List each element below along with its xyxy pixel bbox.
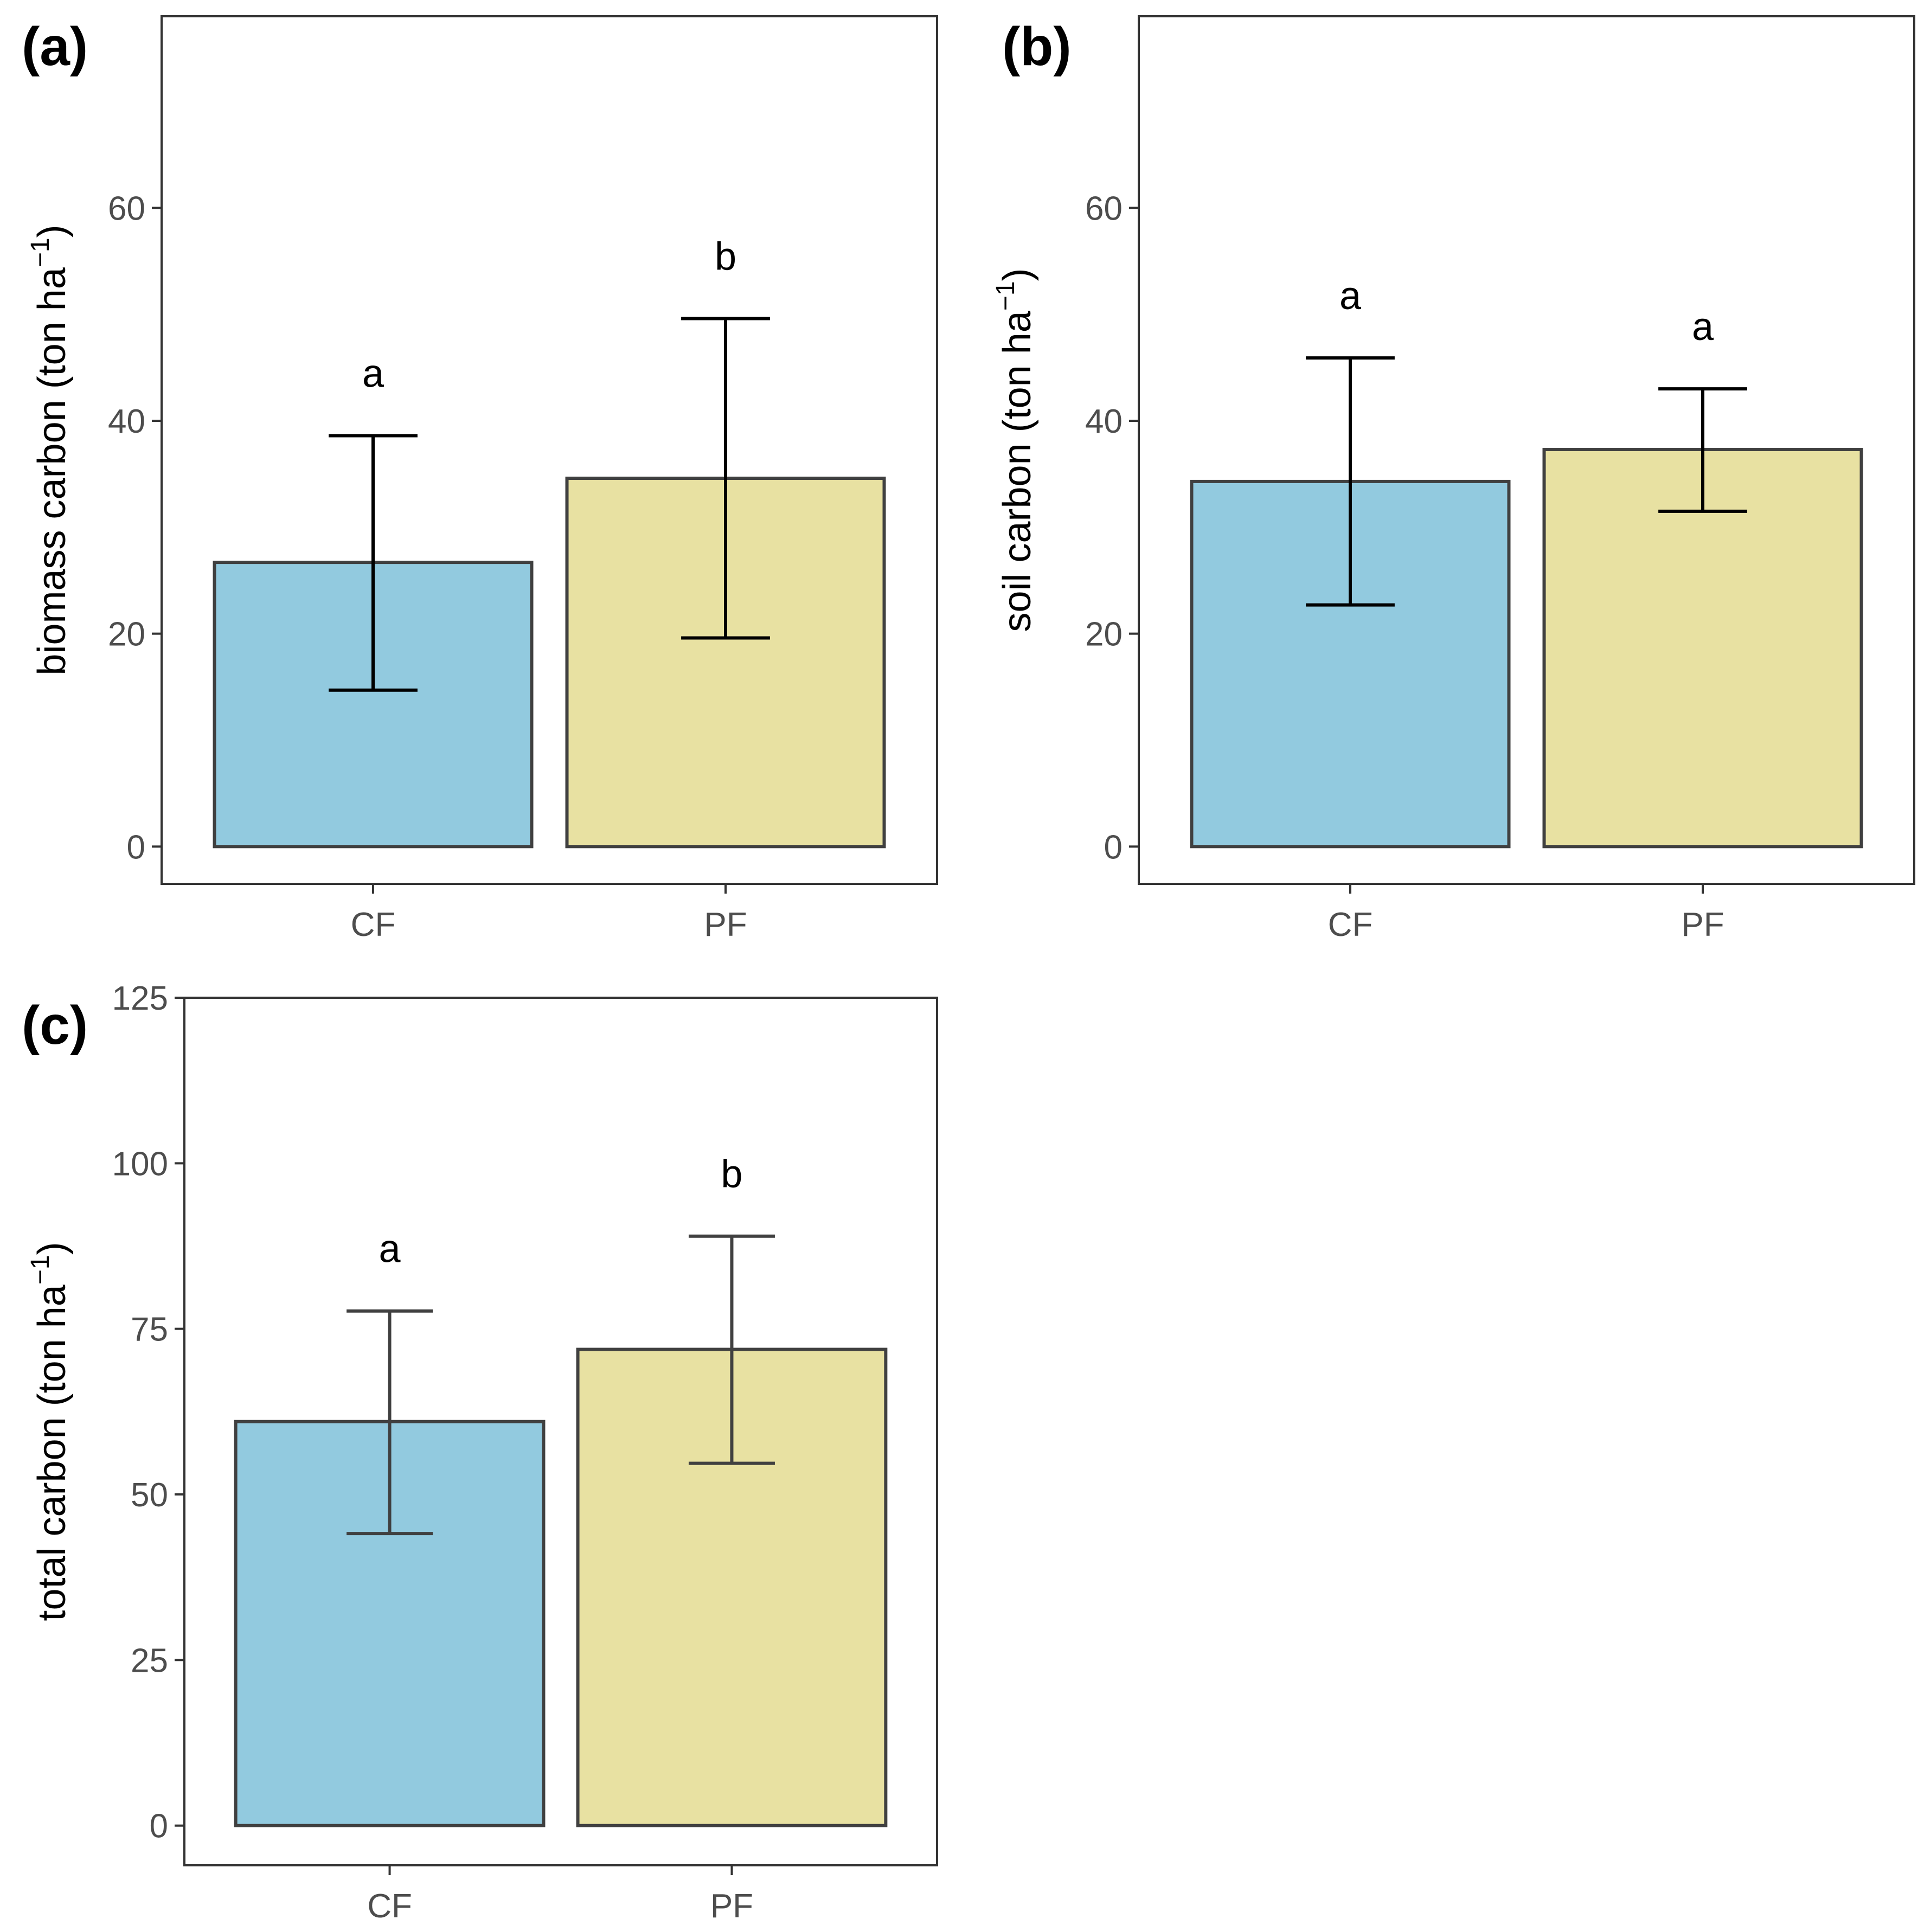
- panel-c: a b 0 25 50 75 100 125 CF PF total carbon (ton ha−…: [22, 980, 938, 1925]
- panel-b: a a 0 20 40 60 CF PF soil carbon (ton ha−1) (b): [991, 15, 1915, 943]
- error-bar-CF: [1306, 356, 1395, 607]
- error-bar-PF: [688, 1234, 775, 1465]
- y-tick-label: 50: [131, 1477, 168, 1514]
- y-axis-title-close: ): [30, 224, 74, 238]
- x-tick-label-PF: PF: [704, 906, 747, 943]
- y-tick-label: 125: [112, 980, 168, 1017]
- y-axis-title-superscript: −1: [26, 1255, 55, 1285]
- y-tick-label: 20: [1085, 616, 1123, 653]
- x-tick-label-PF: PF: [1681, 906, 1724, 943]
- y-tick-label: 60: [1085, 190, 1123, 227]
- y-axis-title: biomass carbon (ton ha−1): [26, 224, 74, 675]
- y-tick-label: 40: [1085, 403, 1123, 440]
- y-axis-title-text: biomass carbon (ton ha: [30, 267, 74, 675]
- y-tick-label: 0: [150, 1808, 168, 1845]
- significance-label-CF: a: [379, 1228, 401, 1271]
- significance-label-PF: b: [721, 1153, 742, 1196]
- y-axis-title-superscript: −1: [991, 281, 1020, 311]
- y-axis-title: soil carbon (ton ha−1): [991, 268, 1039, 632]
- significance-label-PF: b: [715, 235, 736, 279]
- panel-label: (c): [22, 995, 88, 1056]
- panel-border: [1138, 15, 1915, 885]
- x-tick-label-CF: CF: [367, 1888, 412, 1925]
- y-axis-title-text: soil carbon (ton ha: [996, 310, 1039, 632]
- y-axis-title: total carbon (ton ha−1): [26, 1242, 74, 1621]
- x-tick-label-CF: CF: [1328, 906, 1373, 943]
- y-tick-label: 0: [127, 829, 145, 866]
- y-axis-title-close: ): [30, 1242, 74, 1255]
- y-tick-label: 60: [108, 190, 145, 227]
- y-axis-title-superscript: −1: [26, 238, 55, 267]
- panel-a: a b 0 20 40 60 CF PF biomass carbon (ton ha−1) (a…: [22, 15, 938, 943]
- bar-PF: [1542, 448, 1863, 849]
- y-tick-label: 40: [108, 403, 145, 440]
- significance-label-PF: a: [1692, 305, 1714, 349]
- error-bar-PF: [681, 317, 770, 640]
- panel-label: (b): [1002, 16, 1072, 77]
- x-tick-label-PF: PF: [710, 1888, 753, 1925]
- y-axis-title-close: ): [996, 268, 1039, 281]
- y-tick-label: 100: [112, 1145, 168, 1183]
- significance-label-CF: a: [1339, 274, 1362, 318]
- panel-border: [161, 15, 938, 885]
- error-bar-PF: [1658, 387, 1747, 513]
- y-axis-title-text: total carbon (ton ha: [30, 1284, 74, 1621]
- y-tick-label: 0: [1104, 829, 1123, 866]
- error-bar-CF: [329, 434, 418, 692]
- y-tick-label: 20: [108, 616, 145, 653]
- panel-label: (a): [22, 16, 88, 77]
- y-tick-label: 25: [131, 1642, 168, 1679]
- panel-border: [183, 997, 938, 1866]
- y-tick-label: 75: [131, 1311, 168, 1349]
- error-bar-CF: [347, 1309, 433, 1536]
- x-tick-label-CF: CF: [351, 906, 396, 943]
- significance-label-CF: a: [362, 352, 384, 395]
